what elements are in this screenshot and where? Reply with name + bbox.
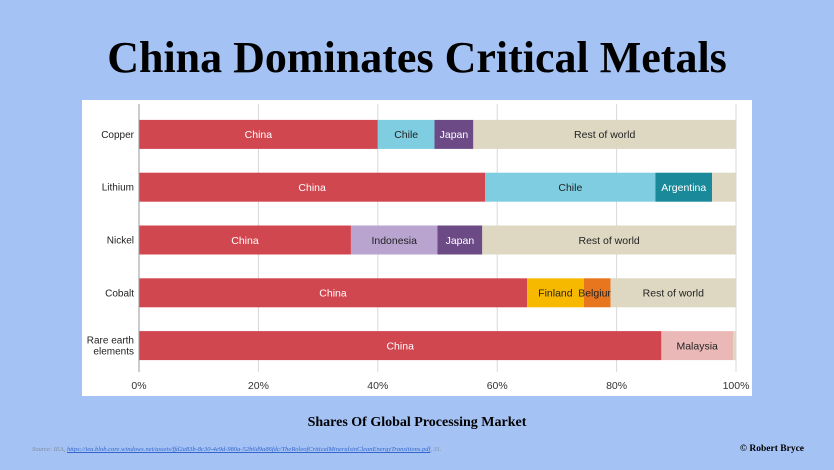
bar-segment xyxy=(610,278,736,308)
bar-segment xyxy=(139,225,351,255)
x-tick-label: 60% xyxy=(487,380,508,392)
copyright-notice: © Robert Bryce xyxy=(739,444,804,454)
chart-panel: 0% 20% 40% 60% 80% 100% Copper China Chile Japan R… xyxy=(82,100,752,396)
x-tick-label: 100% xyxy=(723,380,750,392)
segment-label: Rest of world xyxy=(643,288,704,300)
segment-label: China xyxy=(231,235,259,247)
bar-segment xyxy=(139,331,662,361)
category-label: Nickel xyxy=(107,236,134,247)
category-label: Lithium xyxy=(102,183,134,194)
segment-label: China xyxy=(386,340,414,352)
bar-segment xyxy=(482,225,736,255)
category-label: Copper xyxy=(101,130,134,141)
stacked-bar-chart: 0% 20% 40% 60% 80% 100% Copper China Chile Japan R… xyxy=(87,104,750,392)
bar-segment xyxy=(139,172,486,202)
segment-label: Rest of world xyxy=(578,235,639,247)
source-prefix: Source: IEA, xyxy=(32,446,66,453)
bar-segment xyxy=(437,225,483,255)
x-tick-label: 40% xyxy=(367,380,388,392)
segment-label: China xyxy=(245,129,273,141)
x-tick-label: 20% xyxy=(248,380,269,392)
segment-label: China xyxy=(319,288,347,300)
bar-segment xyxy=(733,331,736,361)
category-label: Rare earth xyxy=(87,336,134,347)
bar-segment xyxy=(473,119,736,149)
x-tick-label: 80% xyxy=(606,380,627,392)
segment-label: Argentina xyxy=(661,182,706,194)
category-label: elements xyxy=(93,347,134,358)
bar-segment xyxy=(377,119,435,149)
bar-segment xyxy=(139,278,528,308)
source-note: Source: IEA, https://iea.blob.core.windo… xyxy=(32,446,652,453)
segment-label: Finland xyxy=(538,288,573,300)
bar-segment xyxy=(661,331,734,361)
bar-segment xyxy=(655,172,713,202)
bar-segment xyxy=(350,225,438,255)
segment-label: Japan xyxy=(440,129,469,141)
segment-label: Malaysia xyxy=(676,340,718,352)
segment-label: Japan xyxy=(446,235,475,247)
segment-label: Belgium xyxy=(578,288,616,300)
segment-label: Rest of world xyxy=(574,129,635,141)
bar-segment xyxy=(434,119,474,149)
x-tick-label: 0% xyxy=(131,380,146,392)
segment-label: Chile xyxy=(558,182,582,194)
bar-segment xyxy=(583,278,611,308)
category-label: Cobalt xyxy=(105,288,134,299)
segment-label: Indonesia xyxy=(371,235,417,247)
page-title: China Dominates Critical Metals xyxy=(107,33,727,82)
segment-label: Chile xyxy=(394,129,418,141)
source-suffix: , 31. xyxy=(430,446,442,453)
segment-label: China xyxy=(298,182,326,194)
bar-segment xyxy=(527,278,584,308)
chart-subtitle: Shares Of Global Processing Market xyxy=(307,415,527,430)
bar-segment xyxy=(712,172,736,202)
bar-segment xyxy=(139,119,378,149)
bar-segment xyxy=(485,172,656,202)
source-link[interactable]: https://iea.blob.core.windows.net/assets… xyxy=(66,446,431,453)
